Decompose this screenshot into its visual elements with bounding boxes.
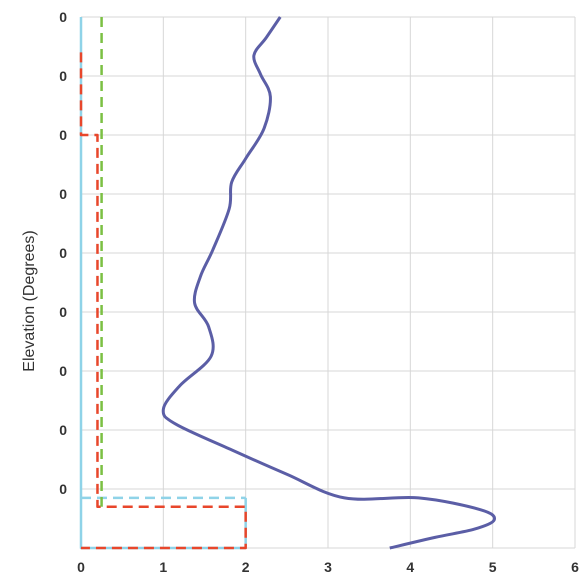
x-tick-label: 5 — [489, 559, 497, 575]
tick-labels: 0 1 2 3 4 5 6 0 0 0 0 0 0 0 0 0 — [59, 9, 579, 575]
y-tick-label: 0 — [59, 304, 67, 320]
y-tick-label: 0 — [59, 481, 67, 497]
series-line-reference — [79, 52, 247, 550]
y-tick-label: 0 — [59, 422, 67, 438]
y-tick-label: 0 — [59, 186, 67, 202]
y-axis-title: Elevation (Degrees) — [21, 230, 38, 371]
x-tick-label: 4 — [406, 559, 414, 575]
series-layer — [79, 16, 496, 550]
y-tick-label: 0 — [59, 245, 67, 261]
y-tick-label: 0 — [59, 127, 67, 143]
y-tick-label: 0 — [59, 9, 67, 25]
grid — [80, 16, 576, 549]
series-line-main — [161, 16, 496, 550]
x-tick-label: 2 — [242, 559, 250, 575]
x-tick-label: 1 — [159, 559, 167, 575]
x-tick-label: 0 — [77, 559, 85, 575]
y-tick-label: 0 — [59, 68, 67, 84]
x-tick-label: 6 — [571, 559, 579, 575]
x-tick-label: 3 — [324, 559, 332, 575]
y-tick-label: 0 — [59, 363, 67, 379]
